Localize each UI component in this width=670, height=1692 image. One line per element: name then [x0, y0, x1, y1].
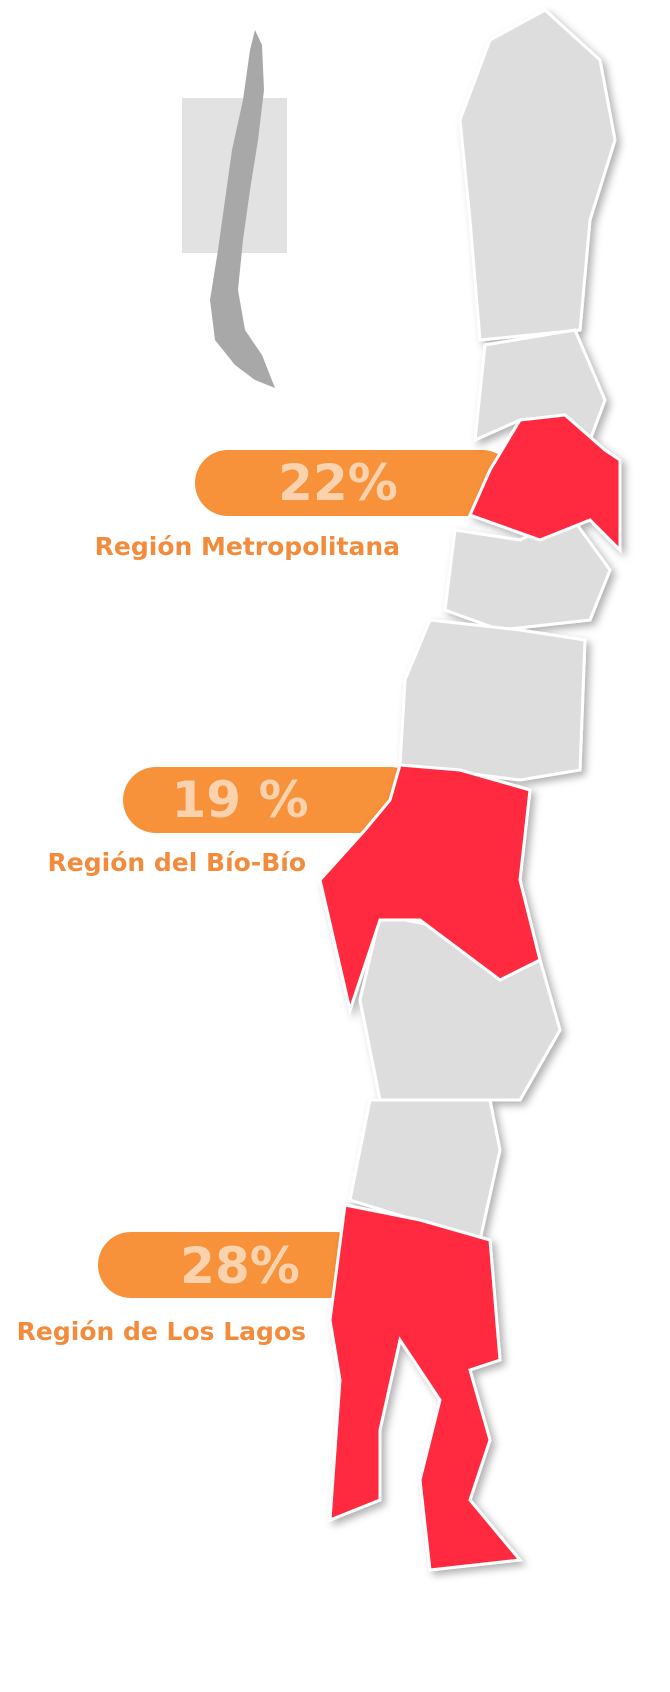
- regions-map: [318, 8, 622, 1572]
- overview-country: [210, 30, 275, 388]
- pill: [98, 1232, 368, 1298]
- region-label: Región de Los Lagos: [17, 1317, 306, 1346]
- callout-pills: [98, 450, 515, 1298]
- region-highlight: [467, 413, 622, 554]
- region-label: Región Metropolitana: [95, 532, 400, 561]
- region: [398, 618, 587, 782]
- region-highlight: [328, 1203, 523, 1572]
- region-highlight: [318, 763, 542, 1016]
- region: [458, 8, 617, 342]
- percent-label: 19 %: [171, 771, 308, 829]
- pill: [123, 767, 423, 833]
- percent-label: 28%: [180, 1237, 300, 1295]
- overview-map: [182, 30, 287, 388]
- region-label: Región del Bío-Bío: [48, 848, 306, 877]
- pill: [195, 450, 515, 516]
- percent-label: 22%: [278, 454, 398, 512]
